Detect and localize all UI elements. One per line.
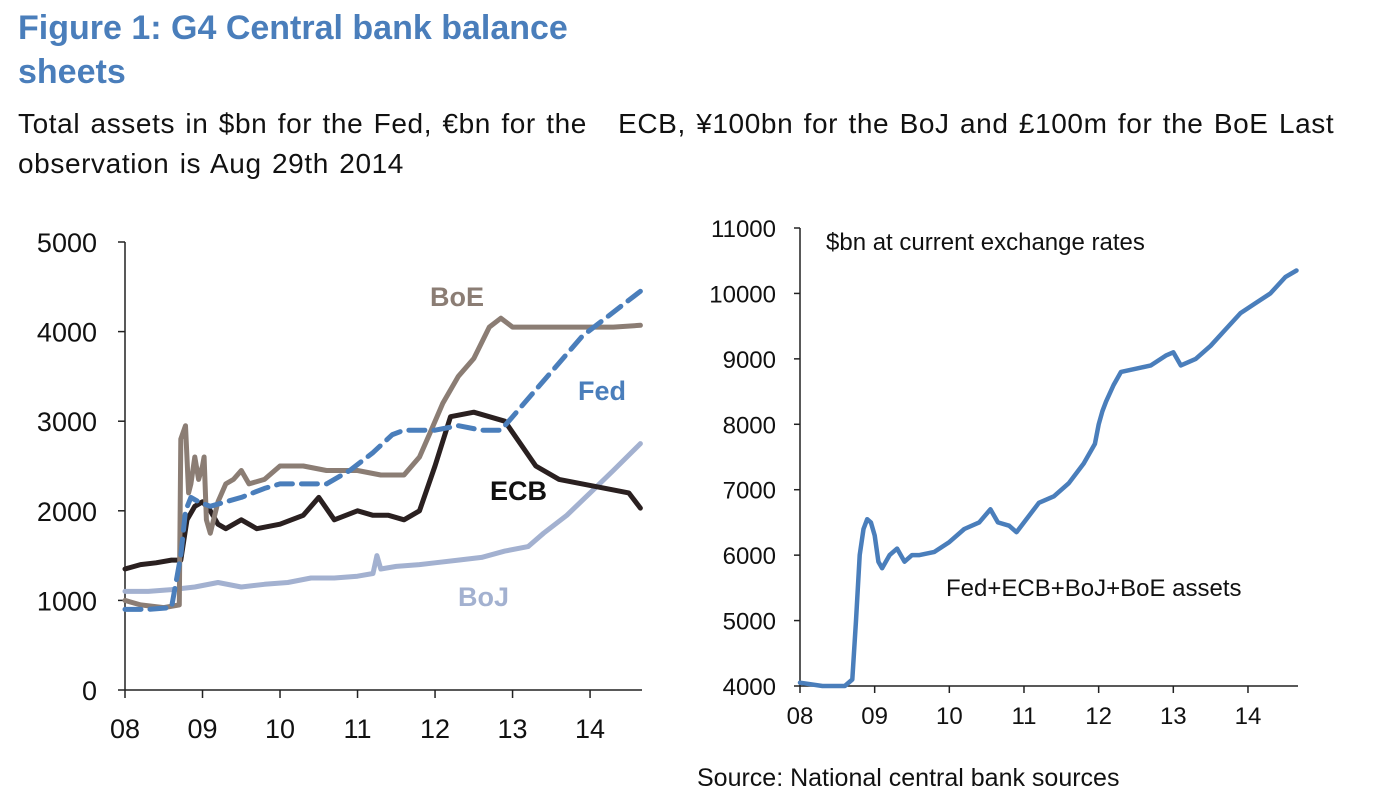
right-y-tick-label: 10000	[709, 281, 776, 308]
right-y-tick-label: 4000	[723, 674, 776, 701]
left-x-tick-label: 12	[420, 714, 450, 744]
left-x-tick-label: 11	[344, 714, 372, 744]
left-y-tick-label: 5000	[37, 228, 97, 258]
left-chart-balance-sheets: 0 1000 2000 3000 4000 5000 08 09 10 11 12 13 14 BoE Fe…	[37, 228, 643, 744]
left-x-tick-label: 14	[575, 714, 605, 744]
series-line-boe	[122, 315, 643, 611]
right-x-tick-label: 12	[1085, 703, 1112, 730]
series-line-ecb	[122, 409, 643, 572]
left-y-tick-label: 4000	[37, 318, 97, 348]
right-x-tick-label: 13	[1160, 703, 1187, 730]
series-line-boj	[122, 441, 643, 594]
right-x-tick-label: 09	[861, 703, 888, 730]
right-y-tick-label: 5000	[723, 609, 776, 636]
series-label-ecb: ECB	[490, 476, 547, 506]
right-x-tick-label: 08	[787, 703, 814, 730]
right-y-tick-label: 7000	[723, 478, 776, 505]
right-chart-unit-annotation: $bn at current exchange rates	[826, 229, 1145, 256]
series-line-total	[797, 268, 1299, 689]
right-x-tick-label: 14	[1235, 703, 1262, 730]
series-label-boe: BoE	[430, 282, 484, 312]
left-y-tick-label: 1000	[37, 586, 97, 616]
right-y-tick-label: 9000	[723, 347, 776, 374]
source-note: Source: National central bank sources	[697, 764, 1120, 792]
left-x-tick-label: 10	[265, 714, 295, 744]
figure-title: Figure 1: G4 Central bank balance sheets	[18, 9, 568, 91]
right-x-tick-label: 11	[1012, 703, 1037, 730]
right-chart-combined-assets: 4000 5000 6000 7000 8000 9000 10000 11000 08 09 10…	[709, 216, 1299, 730]
left-x-tick-label: 13	[498, 714, 528, 744]
left-y-tick-label: 2000	[37, 497, 97, 527]
left-x-tick-label: 09	[187, 714, 217, 744]
series-line-fed	[122, 288, 643, 612]
right-chart-series-annotation: Fed+ECB+BoJ+BoE assets	[946, 575, 1242, 602]
series-label-boj: BoJ	[458, 582, 509, 612]
right-x-tick-label: 10	[936, 703, 963, 730]
figure-subtitle: Total assets in $bn for the Fed, €bn for…	[18, 108, 1345, 179]
right-y-tick-label: 6000	[723, 543, 776, 570]
right-y-tick-label: 11000	[711, 216, 776, 243]
series-label-fed: Fed	[578, 376, 626, 406]
left-x-tick-label: 08	[110, 714, 140, 744]
left-y-tick-label: 0	[82, 676, 97, 706]
right-y-tick-label: 8000	[723, 412, 776, 439]
left-y-tick-label: 3000	[37, 407, 97, 437]
